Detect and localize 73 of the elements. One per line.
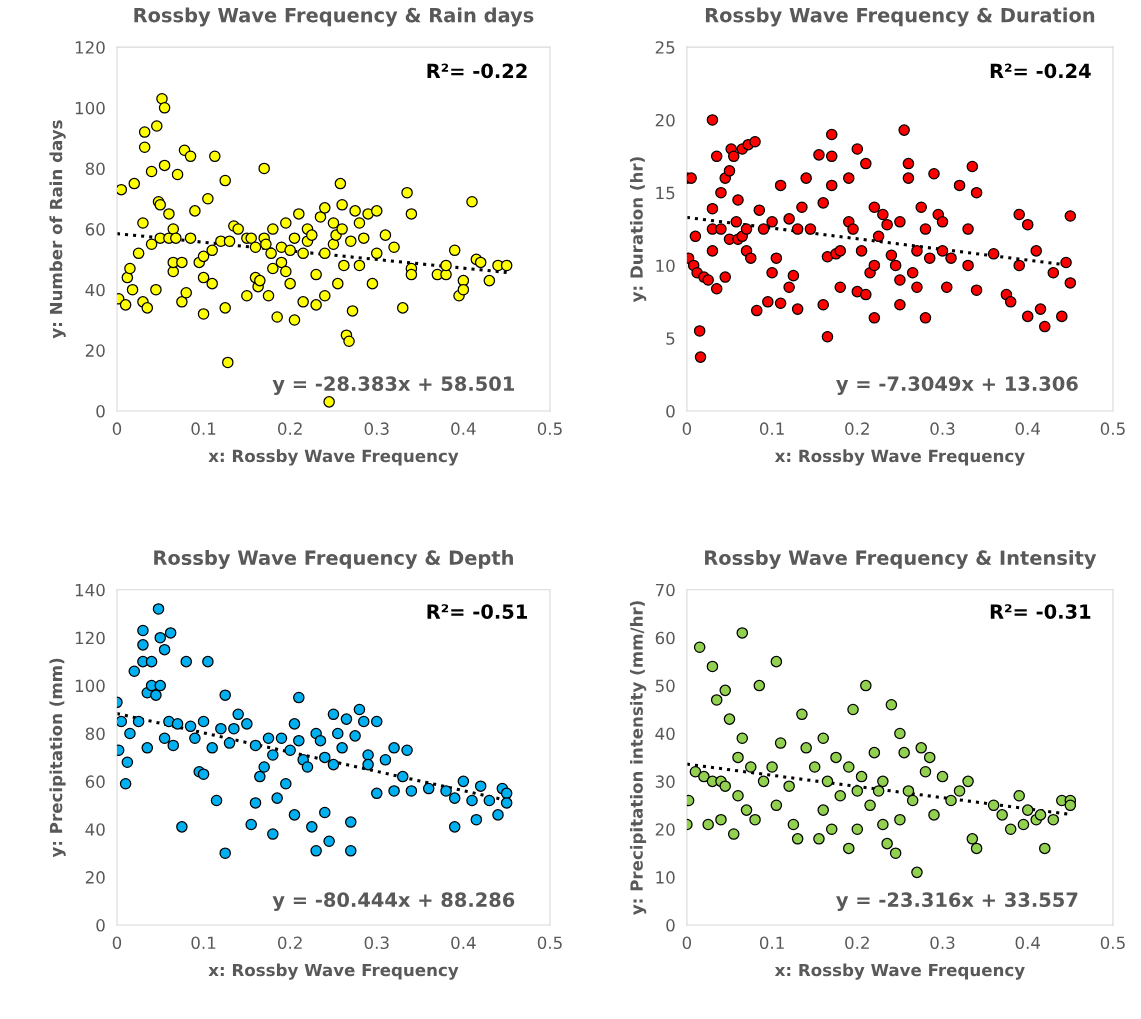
y-tick-label: 140 — [75, 583, 105, 597]
y-tick-label: 70 — [655, 583, 675, 597]
y-tick-label: 50 — [655, 679, 675, 693]
y-tick-label: 0 — [96, 404, 105, 418]
x-tick-label: 0.1 — [191, 422, 216, 435]
y-tick-label: 40 — [85, 823, 105, 836]
y-tick-label: 15 — [656, 186, 675, 200]
x-tick-label: 0.4 — [1015, 936, 1041, 950]
x-tick-label: 0.2 — [845, 936, 869, 950]
y-tick-label: 0 — [666, 919, 675, 932]
y-tick-label: 100 — [75, 679, 105, 693]
y-axis-title: y: Duration (hr) — [629, 157, 647, 303]
y-axis-title: y: Precipitation intensity (mm/hr) — [629, 601, 647, 915]
y-tick-label: 40 — [85, 283, 105, 297]
annotation: y = -7.3049x + 13.306 — [836, 376, 1078, 395]
x-tick-label: 0.2 — [278, 422, 302, 435]
y-tick-label: 40 — [655, 727, 675, 741]
x-tick-label: 0.2 — [845, 422, 869, 435]
x-axis-title: x: Rossby Wave Frequency — [774, 449, 1025, 466]
x-tick-label: 0 — [682, 422, 692, 435]
annotation: y = -80.444x + 88.286 — [272, 892, 515, 911]
chart-title: Rossby Wave Frequency & Intensity — [705, 550, 1097, 569]
y-tick-label: 20 — [655, 113, 675, 127]
y-tick-label: 60 — [655, 631, 675, 645]
x-tick-label: 0.4 — [451, 422, 476, 435]
y-tick-label: 10 — [656, 259, 675, 273]
x-tick-label: 0 — [112, 936, 122, 950]
chart-title: Rossby Wave Frequency & Depth — [154, 550, 513, 569]
x-tick-label: 0.1 — [759, 936, 784, 950]
y-tick-label: 25 — [655, 41, 675, 54]
x-tick-label: 0.4 — [1015, 422, 1041, 435]
chart-title: Rossby Wave Frequency & Rain days — [134, 7, 534, 27]
y-axis-title: y: Number of Rain days — [49, 120, 66, 339]
x-axis-title: x: Rossby Wave Frequency — [208, 963, 459, 980]
x-tick-label: 0.3 — [930, 936, 955, 950]
y-tick-label: 80 — [85, 727, 105, 741]
y-tick-label: 10 — [656, 871, 675, 884]
y-tick-label: 100 — [75, 101, 105, 115]
annotation: R²= -0.31 — [990, 604, 1091, 619]
x-tick-label: 0.5 — [537, 936, 562, 950]
x-tick-label: 0.2 — [278, 936, 302, 950]
y-tick-label: 0 — [666, 404, 675, 418]
annotation: R²= -0.22 — [427, 63, 527, 79]
annotation: R²= -0.24 — [990, 63, 1091, 79]
y-tick-label: 20 — [85, 871, 105, 884]
y-tick-label: 120 — [75, 41, 105, 54]
y-tick-label: 60 — [85, 223, 105, 236]
x-tick-label: 0.3 — [930, 422, 955, 435]
x-axis-title: x: Rossby Wave Frequency — [208, 449, 459, 466]
x-axis-title: x: Rossby Wave Frequency — [774, 963, 1025, 980]
x-tick-label: 0 — [682, 936, 692, 950]
y-axis-title: y: Precipitation (mm) — [49, 658, 66, 858]
x-tick-label: 0.3 — [364, 936, 389, 950]
x-tick-label: 0.1 — [759, 422, 784, 435]
y-tick-label: 20 — [85, 344, 105, 357]
x-tick-label: 0.5 — [1100, 936, 1125, 950]
x-tick-label: 0.1 — [191, 936, 216, 950]
x-tick-label: 0.3 — [364, 422, 389, 435]
x-tick-label: 0.5 — [1100, 422, 1125, 435]
y-tick-label: 120 — [75, 631, 105, 645]
y-tick-label: 30 — [655, 775, 675, 788]
x-tick-label: 0 — [112, 422, 122, 435]
annotation: R²= -0.51 — [427, 604, 527, 619]
y-tick-label: 5 — [666, 332, 675, 345]
annotation: y = -23.316x + 33.557 — [836, 892, 1078, 911]
annotation: y = -28.383x + 58.501 — [272, 376, 514, 395]
y-tick-label: 0 — [96, 919, 105, 932]
y-tick-label: 60 — [85, 775, 105, 788]
y-tick-label: 20 — [655, 823, 675, 836]
x-tick-label: 0.5 — [537, 422, 562, 435]
y-tick-label: 80 — [85, 162, 105, 176]
chart-title: Rossby Wave Frequency & Duration — [705, 7, 1095, 27]
x-tick-label: 0.4 — [451, 936, 476, 950]
